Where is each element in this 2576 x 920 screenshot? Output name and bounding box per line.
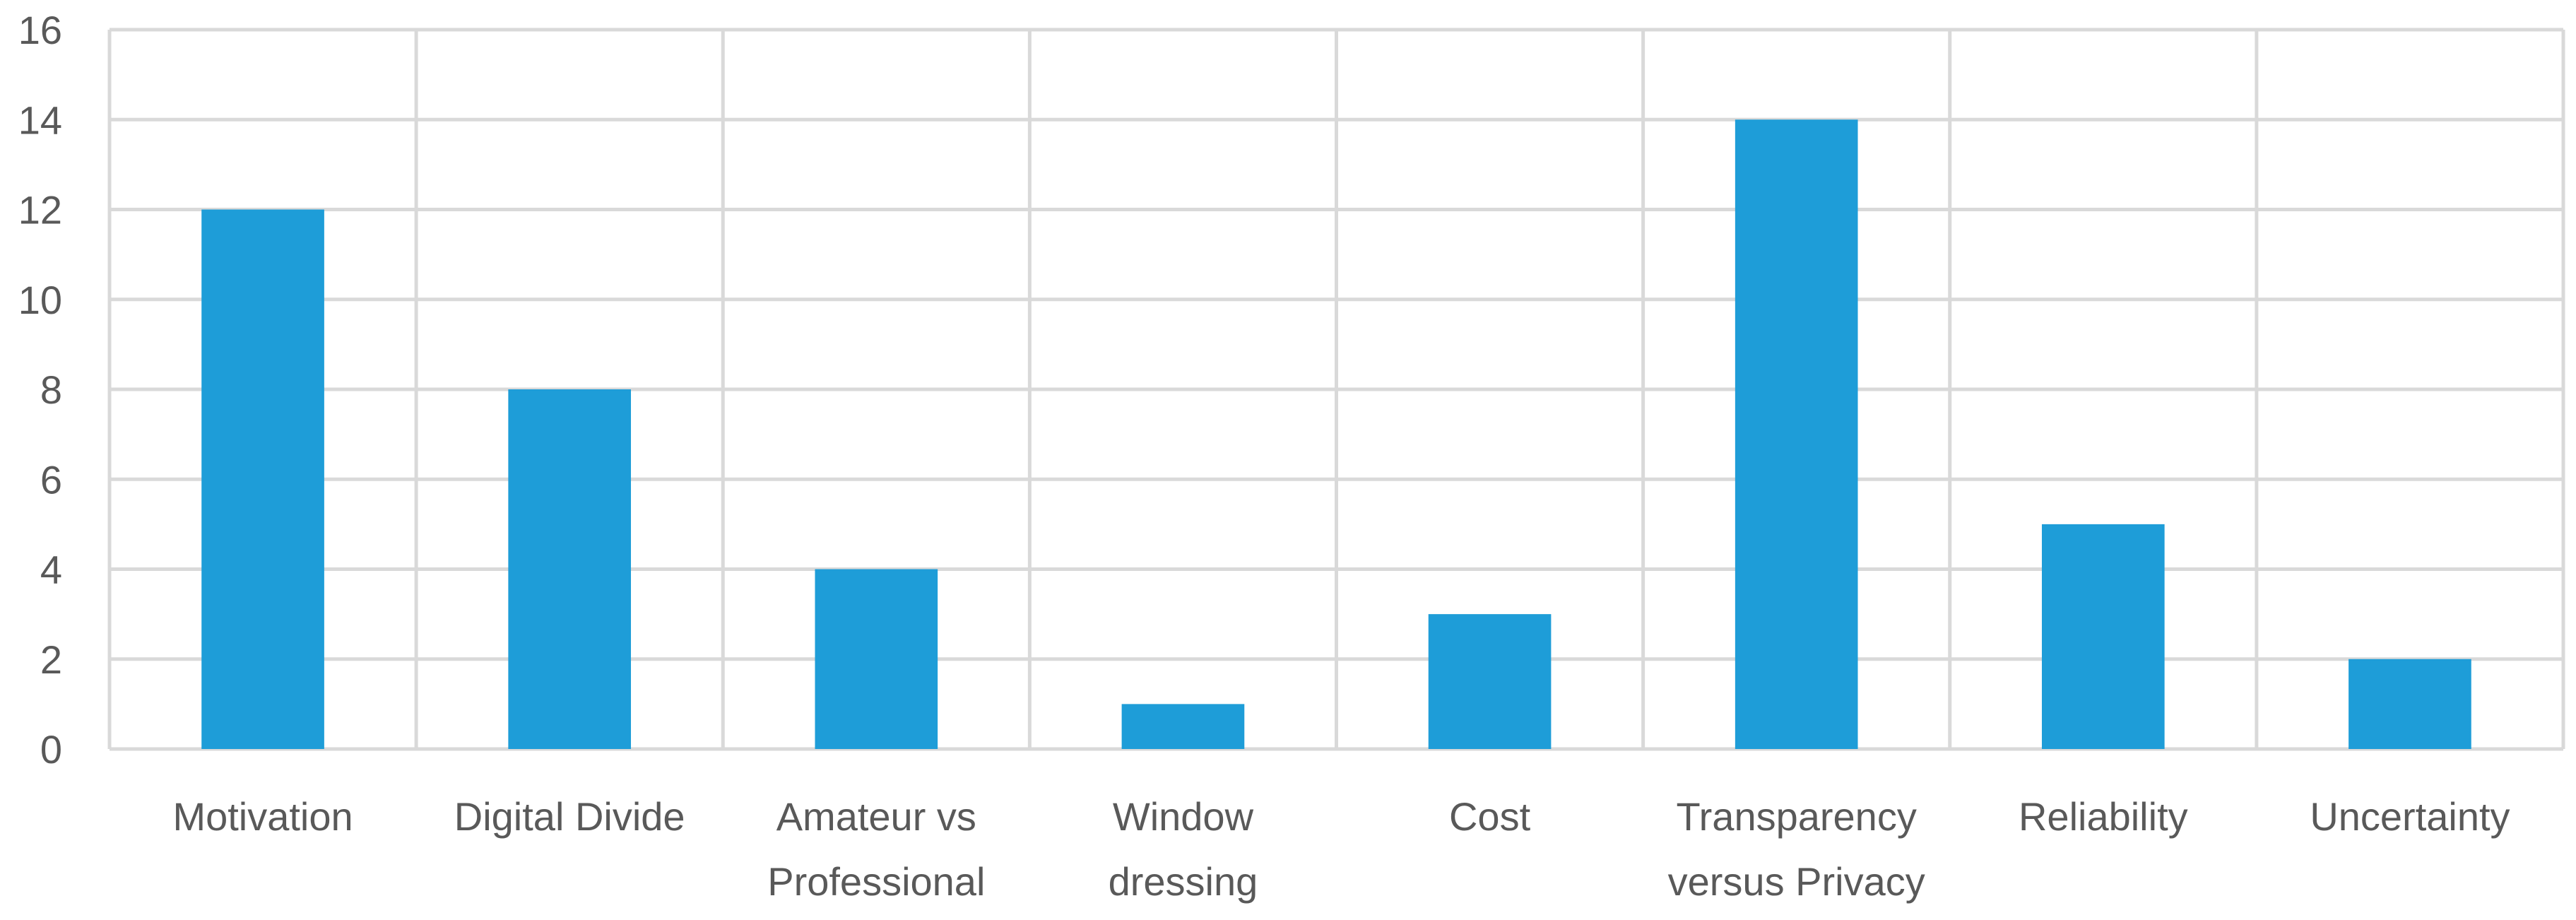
y-tick-label-4: 4 (40, 548, 62, 592)
y-tick-label-8: 8 (40, 367, 62, 412)
x-category-label-line: dressing (1109, 859, 1258, 904)
x-category-label-0: Motivation (172, 794, 353, 839)
x-category-label-6: Reliability (2019, 794, 2188, 839)
x-category-label-line: Professional (767, 859, 985, 904)
x-category-label-line: Amateur vs (776, 794, 976, 839)
bar-5 (1735, 119, 1858, 749)
x-category-label-4: Cost (1449, 794, 1531, 839)
x-category-label-line: Reliability (2019, 794, 2188, 839)
x-category-label-line: Window (1113, 794, 1254, 839)
x-category-label-line: Digital Divide (454, 794, 685, 839)
x-category-label-1: Digital Divide (454, 794, 685, 839)
x-category-label-line: Motivation (172, 794, 353, 839)
x-category-label-line: Cost (1449, 794, 1531, 839)
y-tick-label-12: 12 (18, 188, 62, 232)
y-axis-tick-labels: 0 2 4 6 8 10 12 14 16 (18, 8, 62, 772)
x-category-label-2: Amateur vs Professional (767, 794, 985, 904)
bar-6 (2041, 524, 2165, 749)
x-category-label-line: Uncertainty (2310, 794, 2510, 839)
y-tick-label-14: 14 (18, 98, 62, 142)
bar-3 (1121, 704, 1245, 749)
bar-4 (1428, 614, 1552, 749)
bar-1 (508, 389, 632, 749)
grid (107, 28, 2565, 751)
bars (201, 119, 2471, 749)
y-tick-label-6: 6 (40, 457, 62, 502)
bar-2 (815, 569, 938, 749)
x-category-label-5: Transparency versus Privacy (1668, 794, 1925, 904)
y-tick-label-10: 10 (18, 278, 62, 322)
y-tick-label-2: 2 (40, 637, 62, 682)
x-category-label-7: Uncertainty (2310, 794, 2510, 839)
x-category-label-line: versus Privacy (1668, 859, 1925, 904)
bar-0 (201, 209, 324, 749)
x-axis-category-labels: Motivation Digital Divide Amateur vs Profes… (172, 794, 2510, 904)
y-tick-label-16: 16 (18, 8, 62, 52)
y-tick-label-0: 0 (40, 727, 62, 772)
x-category-label-line: Transparency (1677, 794, 1917, 839)
bar-7 (2348, 659, 2471, 749)
x-category-label-3: Window dressing (1109, 794, 1258, 904)
